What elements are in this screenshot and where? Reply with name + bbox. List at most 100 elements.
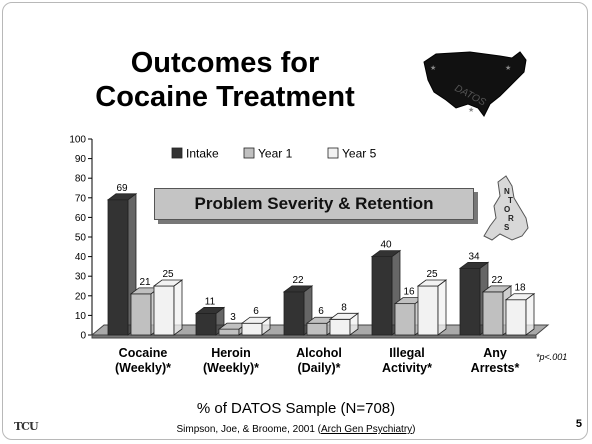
legend-label: Year 5 xyxy=(342,147,377,161)
tcu-logo: TCU xyxy=(14,420,39,433)
slide-frame xyxy=(2,2,588,440)
us-map-star: ★ xyxy=(505,64,511,72)
banner-problem-severity: Problem Severity & Retention xyxy=(154,188,474,220)
bar-front xyxy=(283,291,305,336)
bar xyxy=(504,292,536,336)
bar xyxy=(240,316,272,336)
bar-top xyxy=(152,279,184,287)
category-label: Cocaine xyxy=(119,346,168,360)
data-label: 25 xyxy=(162,269,174,280)
bar-top xyxy=(328,312,360,320)
data-label: 21 xyxy=(139,277,151,288)
data-label: 6 xyxy=(253,306,259,317)
bar-side xyxy=(437,279,447,336)
citation-close: ) xyxy=(412,424,416,435)
title-line-2: Cocaine Treatment xyxy=(95,81,355,113)
bar-top xyxy=(282,285,314,293)
y-tick-label: 90 xyxy=(75,154,87,165)
category-label: (Weekly)* xyxy=(203,361,259,375)
page-number: 5 xyxy=(575,418,582,430)
bar-front xyxy=(459,267,481,336)
slide-title: Outcomes for Cocaine Treatment xyxy=(60,46,390,114)
bar-top xyxy=(194,307,226,314)
y-tick-label: 70 xyxy=(75,193,87,204)
data-label: 34 xyxy=(468,251,480,262)
bar-top xyxy=(481,285,513,293)
y-tick-label: 40 xyxy=(75,252,87,263)
bar-top xyxy=(240,316,272,324)
title-line-1: Outcomes for xyxy=(130,47,320,79)
category-label: Illegal xyxy=(389,346,424,360)
data-label: 6 xyxy=(318,306,324,317)
chart-caption: % of DATOS Sample (N=708) xyxy=(196,400,396,417)
bar-front xyxy=(218,328,240,336)
bars xyxy=(106,192,536,336)
bar-front xyxy=(306,322,328,336)
bar-front xyxy=(107,199,129,336)
y-tick-label: 50 xyxy=(75,233,87,244)
legend-swatch xyxy=(243,147,255,159)
category-label: Any xyxy=(483,346,507,360)
bar-side xyxy=(525,292,535,336)
category-label: Alcohol xyxy=(296,346,342,360)
y-axis: 0 10 20 30 40 50 60 70 80 90 100 xyxy=(69,135,93,342)
data-label: 25 xyxy=(426,269,438,280)
pvalue-note: *p<.001 xyxy=(536,352,568,362)
bar-front xyxy=(241,322,263,336)
y-tick-label: 60 xyxy=(75,213,87,224)
data-label: 18 xyxy=(514,283,526,294)
bar-side xyxy=(173,279,183,336)
y-tick-label: 0 xyxy=(80,331,86,342)
bar xyxy=(152,279,184,336)
citation-text: Simpson, Joe, & Broome, 2001 ( xyxy=(176,424,322,435)
data-label: 69 xyxy=(116,183,128,194)
bar-front xyxy=(329,318,351,336)
legend: Intake Year 1 Year 5 xyxy=(171,147,377,161)
legend-label: Intake xyxy=(186,147,219,161)
bar-front xyxy=(417,285,439,336)
us-map-star: ★ xyxy=(468,106,474,114)
bar xyxy=(328,312,360,336)
data-label: 22 xyxy=(292,275,304,286)
bar-front xyxy=(195,313,217,336)
bar-front xyxy=(394,303,416,336)
bar-top xyxy=(458,261,490,269)
category-labels: Cocaine(Weekly)*Heroin(Weekly)*Alcohol(D… xyxy=(115,346,519,375)
bar-top xyxy=(106,193,138,201)
bar-front xyxy=(130,293,152,336)
bar-front xyxy=(371,256,393,336)
bar-top xyxy=(370,250,402,258)
category-label: Heroin xyxy=(211,346,251,360)
legend-label: Year 1 xyxy=(258,147,293,161)
bar-front xyxy=(505,299,527,336)
y-tick-label: 80 xyxy=(75,174,87,185)
us-map-star: ★ xyxy=(430,64,436,72)
bar xyxy=(416,279,448,336)
y-tick-label: 100 xyxy=(69,135,86,146)
bar-front xyxy=(153,285,175,336)
category-label: (Daily)* xyxy=(297,361,340,375)
data-label: 3 xyxy=(230,312,236,323)
bar-top xyxy=(504,293,536,301)
data-label: 8 xyxy=(341,302,347,313)
category-label: (Weekly)* xyxy=(115,361,171,375)
y-tick-label: 20 xyxy=(75,291,87,302)
category-label: Arrests* xyxy=(471,361,520,375)
data-labels: 69 21 25 11 3 6 22 6 8 40 16 25 34 22 18 xyxy=(116,183,526,323)
bar xyxy=(194,306,226,336)
bar-top xyxy=(416,279,448,287)
data-label: 11 xyxy=(205,296,216,307)
us-map-icon: DATOS ★ ★ ★ xyxy=(423,51,527,117)
citation-journal-link[interactable]: Arch Gen Psychiatry xyxy=(321,424,413,435)
data-label: 40 xyxy=(380,240,392,251)
data-label: 16 xyxy=(403,287,415,298)
category-label: Activity* xyxy=(382,361,432,375)
y-tick-label: 30 xyxy=(75,272,87,283)
bar xyxy=(106,192,138,336)
bar-front xyxy=(482,291,504,336)
y-tick-label: 10 xyxy=(75,311,87,322)
data-label: 22 xyxy=(491,275,503,286)
